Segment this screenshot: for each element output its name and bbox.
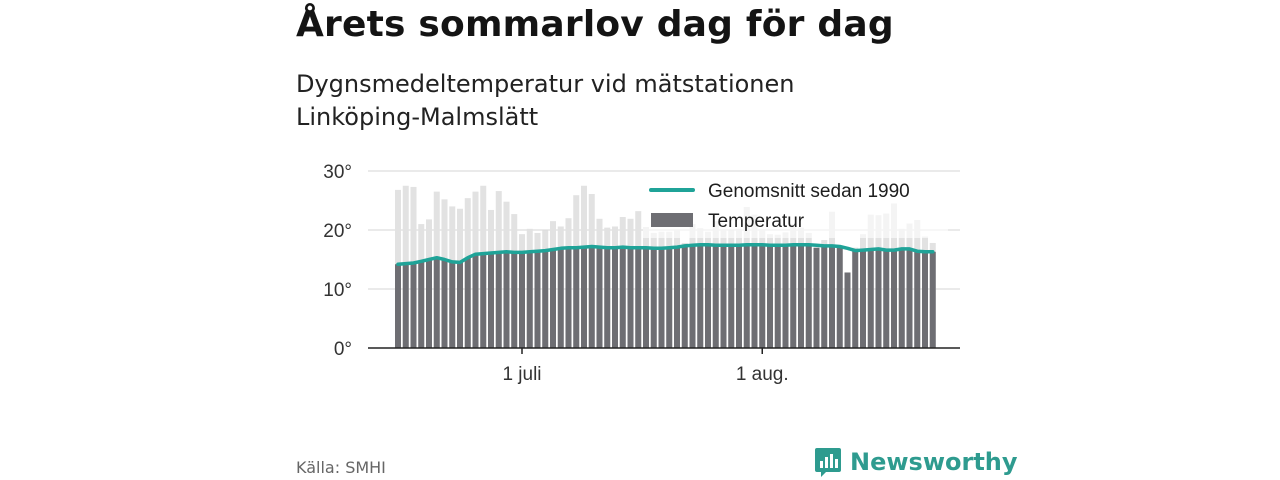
temperature-bar xyxy=(581,247,587,348)
temperature-bar xyxy=(844,272,851,348)
temperature-bar xyxy=(495,252,502,348)
temperature-bar xyxy=(542,250,549,348)
temperature-bar xyxy=(573,247,580,348)
temperature-bar xyxy=(929,251,936,348)
temperature-bar xyxy=(906,248,913,348)
source-note: Källa: SMHI xyxy=(296,458,386,477)
temperature-bar xyxy=(914,251,921,348)
temperature-bar xyxy=(782,245,789,348)
temperature-bar xyxy=(402,263,409,348)
temperature-bar xyxy=(472,254,479,348)
temperature-bar xyxy=(767,245,773,348)
temperature-bar xyxy=(658,248,665,348)
x-tick-label: 1 juli xyxy=(502,364,541,385)
temperature-bar xyxy=(798,244,804,348)
chart-legend: Genomsnitt sedan 1990 Temperatur xyxy=(643,174,948,238)
temperature-bar xyxy=(759,244,766,348)
y-tick-label: 20° xyxy=(323,221,352,242)
legend-label-average: Genomsnitt sedan 1990 xyxy=(708,181,910,202)
temperature-bar xyxy=(488,253,494,348)
temperature-bar xyxy=(635,247,642,348)
newsworthy-logo-icon xyxy=(815,448,841,477)
temperature-bar xyxy=(836,247,843,348)
temperature-bar xyxy=(457,262,463,348)
temperature-bar xyxy=(674,247,680,348)
temperature-bar xyxy=(410,263,417,348)
temperature-bar xyxy=(557,248,564,348)
legend-bar-swatch xyxy=(651,213,693,227)
temperature-bar xyxy=(891,250,897,348)
average-line-layer xyxy=(396,243,935,266)
axis-ticks: 0° 10° 20° 30° 1 juli 1 aug. xyxy=(323,162,960,385)
temperature-bar xyxy=(736,245,742,348)
temperature-bar xyxy=(774,245,781,348)
temperature-bar xyxy=(526,251,533,348)
temperature-bar xyxy=(705,244,711,348)
x-tick-label: 1 aug. xyxy=(736,364,789,385)
temperature-bar xyxy=(922,251,928,348)
temperature-bar xyxy=(666,247,673,348)
temperature-bar xyxy=(860,250,866,348)
temperature-bar xyxy=(511,252,518,348)
temperature-bar xyxy=(395,264,401,348)
temperature-bar xyxy=(650,248,657,348)
temperature-bar xyxy=(503,251,510,348)
temperature-bar xyxy=(418,261,425,348)
temperature-bar xyxy=(612,247,618,348)
temperature-bar xyxy=(534,251,541,348)
temperature-bars xyxy=(395,185,936,348)
temperature-bar xyxy=(441,259,448,348)
temperature-bar xyxy=(867,249,874,348)
temperature-bar xyxy=(813,247,820,348)
temperature-bar xyxy=(712,245,719,348)
temperature-bar xyxy=(619,247,626,348)
y-tick-label: 10° xyxy=(323,280,352,301)
brand-logo[interactable]: Newsworthy xyxy=(814,446,1018,478)
chart-subtitle: Dygnsmedeltemperatur vid mätstationen Li… xyxy=(296,70,795,131)
chart-title: Årets sommarlov dag för dag xyxy=(296,4,894,45)
temperature-bar xyxy=(697,244,704,348)
temperature-bar xyxy=(790,244,797,348)
temperature-bar xyxy=(604,247,611,348)
temperature-bar xyxy=(883,250,890,348)
temperature-bar xyxy=(480,253,487,348)
average-line xyxy=(396,243,935,266)
y-tick-label: 0° xyxy=(334,339,352,360)
brand-name: Newsworthy xyxy=(850,448,1018,476)
temperature-bar xyxy=(565,247,572,348)
temperature-bar xyxy=(852,250,859,348)
y-tick-label: 30° xyxy=(323,162,352,183)
legend-label-temperature: Temperatur xyxy=(708,211,805,232)
temperature-bar xyxy=(689,245,696,348)
temperature-bar xyxy=(821,245,828,348)
temperature-bar xyxy=(751,244,758,348)
temperature-bar xyxy=(426,259,432,348)
temperature-bar xyxy=(550,249,556,348)
temperature-bar xyxy=(519,252,525,348)
temperature-bar xyxy=(681,245,688,348)
temperature-bar xyxy=(627,247,634,348)
temperature-bar xyxy=(464,257,471,348)
temperature-bar xyxy=(728,245,735,348)
legend-background xyxy=(643,174,948,238)
temperature-bar xyxy=(829,245,835,348)
temperature-bar xyxy=(588,246,595,348)
temperature-bar xyxy=(743,244,750,348)
temperature-bar xyxy=(898,248,905,348)
temperature-bar xyxy=(433,257,440,348)
temperature-bar xyxy=(643,247,649,348)
temperature-bar xyxy=(720,245,727,348)
temperature-bar xyxy=(449,261,456,348)
temperature-bar xyxy=(805,244,812,348)
temperature-bar xyxy=(875,248,882,348)
temperature-bar xyxy=(596,247,603,348)
